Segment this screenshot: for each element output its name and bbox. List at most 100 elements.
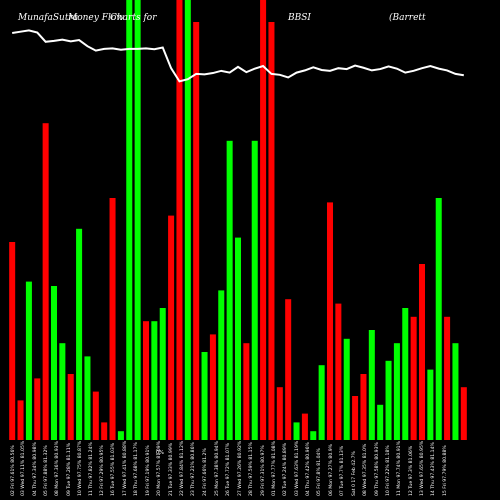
x-tick-label: 01 Mon 97.77% 81.08% bbox=[271, 440, 277, 496]
money-flow-bar bbox=[276, 387, 283, 440]
money-flow-bar bbox=[285, 299, 292, 440]
x-tick-label: 05 Fri 97.88% 81.32% bbox=[43, 445, 49, 496]
x-tick-label: 18 Thu 97.68% 81.17% bbox=[133, 441, 139, 496]
money-flow-bar bbox=[84, 356, 91, 440]
money-flow-bar bbox=[176, 0, 183, 440]
x-tick-label: 09 Thu 97.58% 80.93% bbox=[374, 441, 380, 496]
money-flow-bar bbox=[260, 0, 267, 440]
money-flow-bar bbox=[427, 369, 434, 440]
money-flow-bar bbox=[126, 0, 133, 440]
x-tick-label: 09 Tue 97.28% 81.11% bbox=[66, 442, 72, 496]
money-flow-bar bbox=[34, 378, 41, 440]
money-flow-bar bbox=[377, 404, 384, 440]
money-flow-bar bbox=[452, 343, 459, 440]
x-tick-label: 12 Tue 97.3% 81.06% bbox=[408, 445, 414, 496]
money-flow-bar bbox=[234, 237, 242, 440]
money-flow-bar bbox=[435, 198, 442, 440]
money-flow-bar bbox=[226, 140, 233, 441]
money-flow-bar bbox=[151, 321, 158, 440]
money-flow-bar bbox=[251, 140, 258, 441]
x-tick-label: Sat 0 17 Feb 42.7% bbox=[351, 450, 357, 496]
money-flow-bar bbox=[209, 334, 216, 440]
money-flow-bar bbox=[201, 352, 208, 440]
x-tick-label: 06 Mon 97.27% 80.9% bbox=[328, 443, 334, 496]
x-tick-label: 24 Fri 97.66% 81.2% bbox=[202, 448, 208, 496]
x-tick-label: 14 Thu 97.43% 81.14% bbox=[430, 441, 436, 496]
x-tick-label: 11 Mon 97.74% 80.91% bbox=[396, 440, 402, 496]
title-charts-for: Charts for bbox=[110, 13, 157, 23]
money-flow-bar bbox=[335, 303, 342, 440]
money-flow-bar bbox=[134, 0, 141, 440]
x-tick-label: 28 Thu 97.59% 81.15% bbox=[248, 441, 254, 496]
x-tick-label: 26 Tue 97.72% 81.07% bbox=[225, 442, 231, 496]
money-flow-bar bbox=[42, 123, 49, 440]
x-tick-label: 04 Thu 97.34% 80.98% bbox=[32, 441, 38, 496]
x-tick-labels: 02 Fri 97.61% 80.56% 03 Wed 97.11% 81.05%… bbox=[10, 440, 448, 496]
money-flow-bar bbox=[159, 308, 166, 440]
x-tick-label: 10 Fri 97.22% 81.18% bbox=[385, 445, 391, 496]
x-tick-label: 04 Thu 97.42% 80.96% bbox=[305, 441, 311, 496]
zero-percent-marker: 0% bbox=[156, 450, 164, 456]
x-tick-label: 02 Fri 97.61% 80.56% bbox=[10, 445, 16, 496]
money-flow-bar bbox=[101, 422, 108, 440]
money-flow-bar bbox=[17, 400, 24, 440]
money-flow-bar bbox=[92, 391, 99, 440]
x-tick-label: 21 Tue 97.33% 80.99% bbox=[168, 442, 174, 496]
title-site: MunafaSutra bbox=[17, 13, 78, 23]
money-flow-bar bbox=[301, 413, 308, 440]
money-flow-bar bbox=[67, 374, 74, 440]
money-flow-bar bbox=[418, 264, 426, 440]
x-tick-label: 20 Mon 97.57% 81.09% bbox=[156, 440, 162, 496]
money-flow-bar bbox=[142, 321, 150, 440]
x-tick-label: 16 Tue 97.55% 81.03% bbox=[110, 442, 116, 496]
bars-group bbox=[9, 0, 467, 441]
money-flow-bar bbox=[460, 387, 467, 440]
x-tick-label: 25 Mon 97.38% 80.94% bbox=[214, 440, 220, 496]
x-tick-label: 03 Wed 97.63% 81.19% bbox=[294, 440, 300, 496]
money-flow-line bbox=[12, 29, 464, 83]
money-flow-bar bbox=[268, 22, 275, 440]
money-flow-bar bbox=[25, 281, 32, 440]
x-tick-label: 08 Mon 97.36% 80.93% bbox=[54, 440, 60, 496]
money-flow-bar bbox=[352, 396, 359, 440]
money-flow-bar bbox=[76, 228, 83, 440]
money-flow-bar bbox=[343, 338, 350, 440]
x-tick-label: 13 Wed 97.65% 80.95% bbox=[419, 440, 425, 496]
x-tick-label: 05 Fri 97.8% 81.04% bbox=[316, 448, 322, 496]
money-flow-bar bbox=[243, 343, 250, 440]
x-tick-label: 15 Fri 97.79% 80.88% bbox=[442, 445, 448, 496]
x-tick-label: 29 Fri 97.31% 80.97% bbox=[260, 445, 266, 496]
title-symbol: BBSI bbox=[287, 13, 311, 23]
x-tick-label: 08 Wed 97.35% 81.0% bbox=[362, 443, 368, 496]
money-flow-bar bbox=[410, 316, 417, 440]
money-flow-bar bbox=[50, 286, 58, 440]
x-tick-label: 02 Tue 97.24% 80.89% bbox=[282, 442, 288, 496]
money-flow-bar bbox=[109, 198, 116, 440]
money-flow-bar bbox=[360, 374, 367, 440]
money-flow-bar bbox=[318, 365, 325, 440]
money-flow-bar bbox=[444, 316, 451, 440]
x-tick-label: 27 Wed 97.26% 80.92% bbox=[237, 440, 243, 496]
money-flow-bar bbox=[310, 431, 317, 440]
x-tick-label: 19 Fri 97.19% 80.91% bbox=[145, 445, 151, 496]
money-flow-bar bbox=[368, 330, 375, 440]
x-tick-label: 23 Thu 97.21% 80.86% bbox=[190, 441, 196, 496]
x-tick-label: 07 Tue 97.7% 81.13% bbox=[339, 445, 345, 496]
x-tick-label: 10 Wed 97.75% 80.87% bbox=[77, 440, 83, 496]
money-flow-bar bbox=[9, 242, 16, 440]
title-company: (Barrett bbox=[389, 12, 426, 23]
money-flow-bar bbox=[402, 308, 409, 440]
money-flow-bar bbox=[117, 431, 124, 440]
x-tick-label: 22 Wed 97.84% 81.12% bbox=[179, 440, 185, 496]
x-tick-label: 17 Wed 97.41% 80.88% bbox=[122, 440, 128, 496]
x-tick-label: 12 Fri 97.29% 80.95% bbox=[99, 445, 105, 496]
money-flow-bar bbox=[184, 0, 191, 440]
money-flow-bar bbox=[193, 22, 200, 440]
money-flow-bar bbox=[326, 202, 334, 440]
money-flow-bar bbox=[393, 343, 400, 440]
money-flow-bar bbox=[218, 290, 225, 440]
money-flow-bar bbox=[385, 360, 392, 440]
title-chart-name: Money Flow bbox=[67, 13, 124, 23]
x-tick-label: 11 Thu 97.82% 81.24% bbox=[88, 441, 94, 496]
